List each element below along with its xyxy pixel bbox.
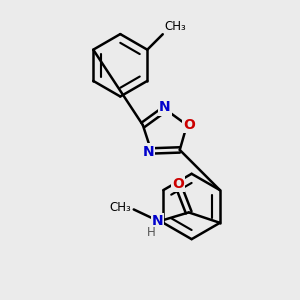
Text: CH₃: CH₃ bbox=[109, 202, 131, 214]
Text: CH₃: CH₃ bbox=[164, 20, 186, 33]
Text: N: N bbox=[142, 145, 154, 158]
Text: H: H bbox=[147, 226, 156, 239]
Text: N: N bbox=[159, 100, 171, 115]
Text: O: O bbox=[172, 177, 184, 191]
Text: N: N bbox=[152, 214, 163, 228]
Text: O: O bbox=[183, 118, 195, 132]
